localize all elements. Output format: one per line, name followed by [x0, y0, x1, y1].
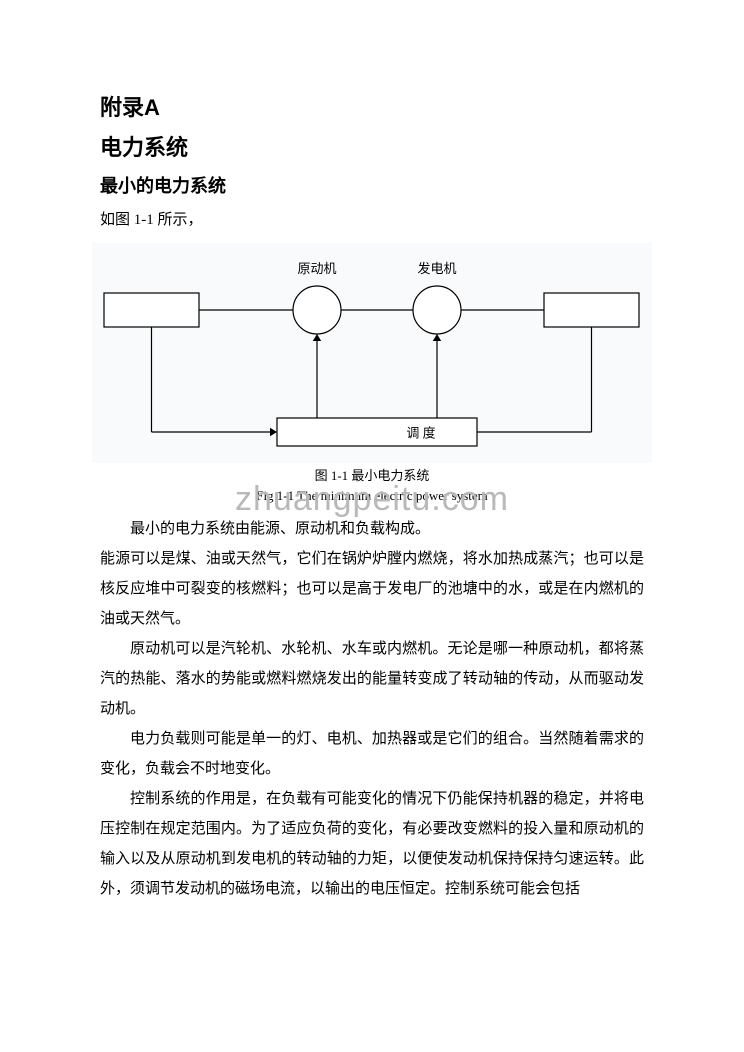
- heading-subtitle: 最小的电力系统: [100, 172, 644, 198]
- paragraph-2: 能源可以是煤、油或天然气，它们在锅炉炉膛内燃烧，将水加热成蒸汽；也可以是核反应堆…: [100, 544, 644, 634]
- document-page: 附录A 电力系统 最小的电力系统 如图 1-1 所示， 原动机 发电机调 度 图 …: [0, 0, 744, 944]
- caption-cn: 图 1-1 最小电力系统: [100, 465, 644, 484]
- caption-en: Fig 1-1 The minimum electric power syste…: [100, 488, 644, 504]
- paragraph-3: 原动机可以是汽轮机、水轮机、水车或内燃机。无论是哪一种原动机，都将蒸汽的热能、落…: [100, 634, 644, 724]
- paragraph-4: 电力负载则可能是单一的灯、电机、加热器或是它们的组合。当然随着需求的变化，负载会…: [100, 724, 644, 784]
- svg-text:调 度: 调 度: [406, 426, 435, 441]
- intro-text: 如图 1-1 所示，: [100, 208, 644, 229]
- heading-title: 电力系统: [100, 130, 644, 162]
- paragraph-1: 最小的电力系统由能源、原动机和负载构成。: [100, 514, 644, 544]
- paragraph-5: 控制系统的作用是，在负载有可能变化的情况下仍能保持机器的稳定，并将电压控制在规定…: [100, 784, 644, 904]
- svg-text:发电机: 发电机: [417, 261, 456, 276]
- system-diagram: 原动机 发电机调 度: [92, 243, 652, 463]
- diagram-svg: 原动机 发电机调 度: [92, 243, 652, 463]
- heading-appendix: 附录A: [100, 90, 644, 122]
- svg-text:原动机: 原动机: [297, 261, 336, 276]
- diagram-container: 原动机 发电机调 度: [100, 243, 644, 463]
